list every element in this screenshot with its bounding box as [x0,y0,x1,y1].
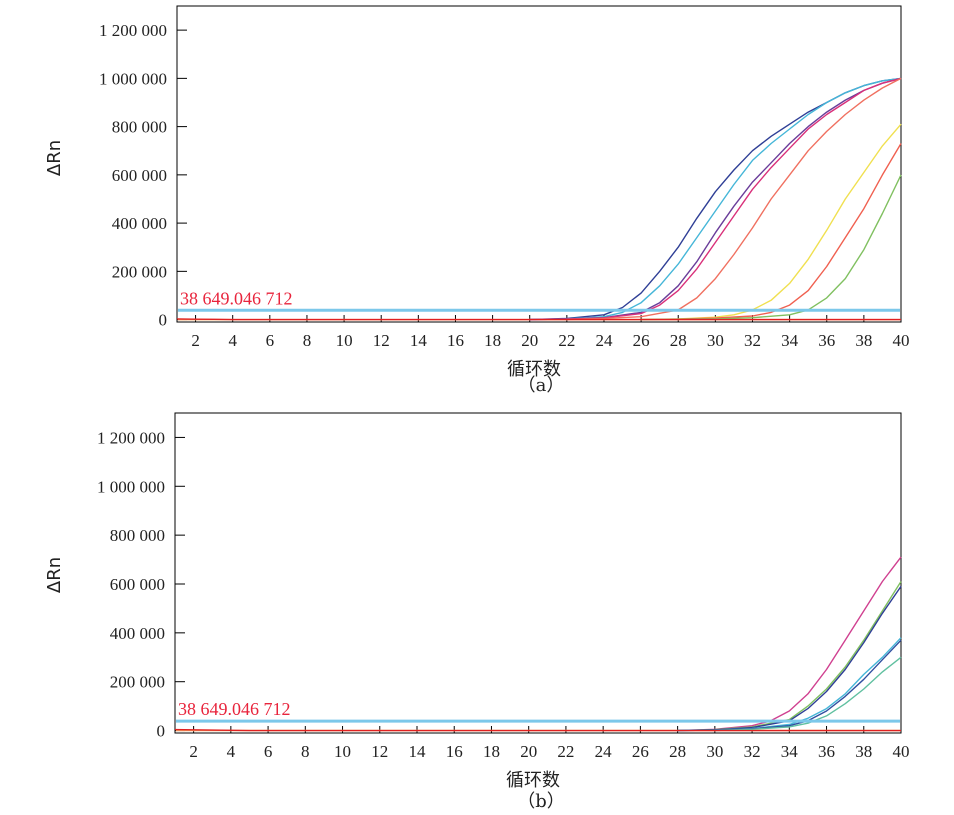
y-tick-label: 800 000 [110,526,165,545]
x-tick-label: 22 [558,331,575,350]
series-line [566,77,902,321]
x-tick-label: 30 [707,331,724,350]
y-tick-label: 0 [159,311,168,330]
x-tick-label: 36 [818,742,835,761]
series-line [176,318,901,321]
x-tick-label: 24 [595,331,613,350]
x-tick-label: 6 [264,742,273,761]
x-tick-label: 28 [670,331,687,350]
x-tick-label: 14 [409,742,427,761]
y-tick-label: 1 000 000 [97,477,165,496]
x-tick-label: 10 [334,742,351,761]
x-tick-label: 2 [189,742,198,761]
series-line [714,656,902,732]
x-tick-label: 24 [595,742,613,761]
y-tick-label: 600 000 [110,575,165,594]
series-line [529,77,902,321]
x-tick-label: 4 [227,742,236,761]
x-tick-label: 26 [633,331,650,350]
x-tick-label: 12 [371,742,388,761]
y-tick-label: 400 000 [112,214,167,233]
series-line [677,556,902,732]
plot-frame [176,5,902,323]
x-tick-label: 38 [855,331,872,350]
x-tick-label: 26 [632,742,649,761]
x-tick-label: 18 [483,742,500,761]
panel-label: （b） [517,791,565,812]
chart-panel-b: 0 200 000 400 000 600 000 800 000 1 000 000 1 … [44,412,910,812]
x-tick-label: 16 [447,331,464,350]
x-tick-label: 32 [744,742,761,761]
chart-panel-a: 0 200 000 400 000 600 000 800 000 1 000 000 1 … [44,5,910,396]
x-tick-label: 8 [301,742,310,761]
y-axis-title: ΔRn [44,557,65,593]
y-tick-label: 600 000 [112,166,167,185]
x-tick-label: 40 [893,331,910,350]
y-tick-label: 1 200 000 [97,428,165,447]
x-tick-label: 34 [781,742,799,761]
y-tick-label: 1 200 000 [99,21,167,40]
y-tick-label: 0 [157,722,166,741]
x-axis-title: 循环数 [506,770,560,791]
x-tick-label: 6 [266,331,275,350]
x-tick-label: 16 [446,742,463,761]
y-tick-label: 400 000 [110,624,165,643]
x-tick-label: 10 [336,331,353,350]
x-tick-label: 12 [373,331,390,350]
x-axis-title: 循环数 [507,359,561,380]
x-tick-label: 30 [706,742,723,761]
y-tick-label: 1 000 000 [99,69,167,88]
x-tick-label: 32 [744,331,761,350]
series-line [641,123,902,321]
x-tick-label: 36 [818,331,835,350]
x-tick-label: 22 [557,742,574,761]
panel-label: （a） [518,375,565,396]
y-tick-label: 200 000 [110,673,165,692]
y-tick-label: 200 000 [112,262,167,281]
series-line [529,77,902,321]
x-tick-label: 4 [228,331,237,350]
series-line [174,728,901,732]
y-tick-label: 800 000 [112,118,167,137]
threshold-label: 38 649.046 712 [178,699,291,719]
x-tick-label: 18 [484,331,501,350]
x-tick-label: 2 [191,331,200,350]
plot-frame [174,412,902,734]
x-tick-label: 20 [521,331,538,350]
x-tick-label: 20 [520,742,537,761]
x-tick-label: 38 [855,742,872,761]
y-axis-title: ΔRn [44,140,65,176]
x-tick-label: 34 [781,331,799,350]
x-tick-label: 14 [410,331,428,350]
x-tick-label: 28 [669,742,686,761]
threshold-label: 38 649.046 712 [180,288,293,308]
x-tick-label: 40 [893,742,910,761]
x-tick-label: 8 [303,331,312,350]
series-line [529,77,902,321]
